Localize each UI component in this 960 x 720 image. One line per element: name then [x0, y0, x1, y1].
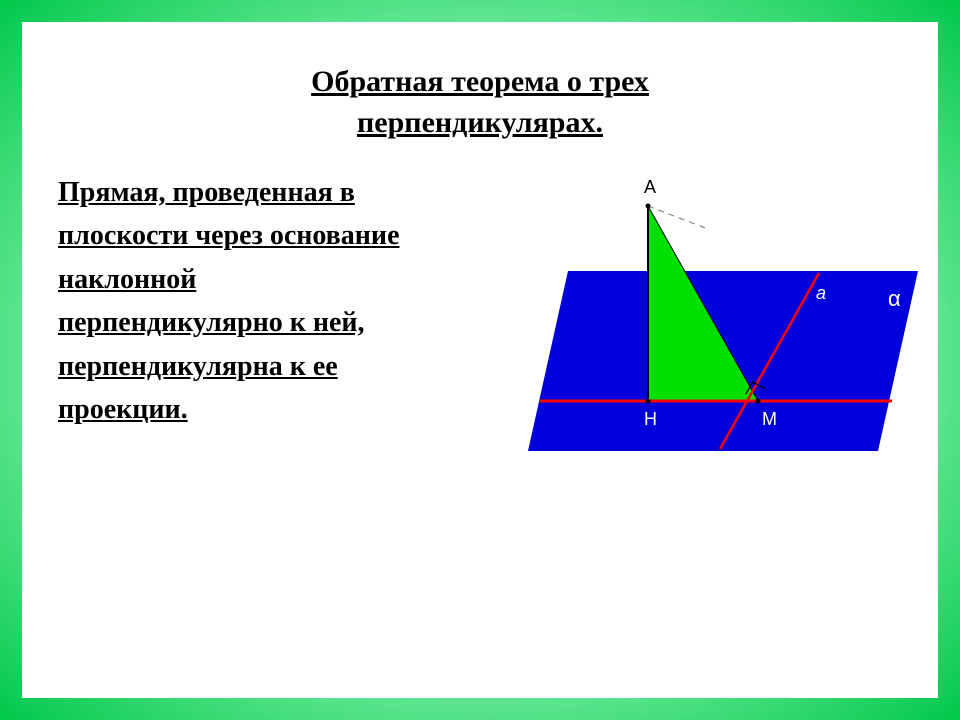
point-H: [646, 399, 651, 404]
label-point-A: А: [644, 177, 656, 197]
label-point-M: М: [762, 409, 777, 429]
slide-frame: Обратная теорема о трех перпендикулярах.…: [0, 0, 960, 720]
three-perpendiculars-diagram: А Н Мa α: [448, 171, 928, 531]
point-M: [756, 399, 761, 404]
title-line1: Обратная теорема о трех: [311, 65, 649, 98]
diagram-container: А Н Мa α: [448, 171, 928, 668]
label-point-H: Н: [644, 409, 657, 429]
title-line2: перпендикулярах.: [357, 106, 603, 139]
content-row: Прямая, проведенная в плоскости через ос…: [52, 171, 908, 668]
slide-title: Обратная теорема о трех перпендикулярах.: [52, 62, 908, 143]
theorem-text: Прямая, проведенная в плоскости через ос…: [52, 171, 428, 668]
slide-inner: Обратная теорема о трех перпендикулярах.…: [22, 22, 938, 698]
point-A: [646, 204, 651, 209]
label-plane-alpha: α: [888, 286, 901, 311]
label-line-a: a: [816, 283, 826, 303]
